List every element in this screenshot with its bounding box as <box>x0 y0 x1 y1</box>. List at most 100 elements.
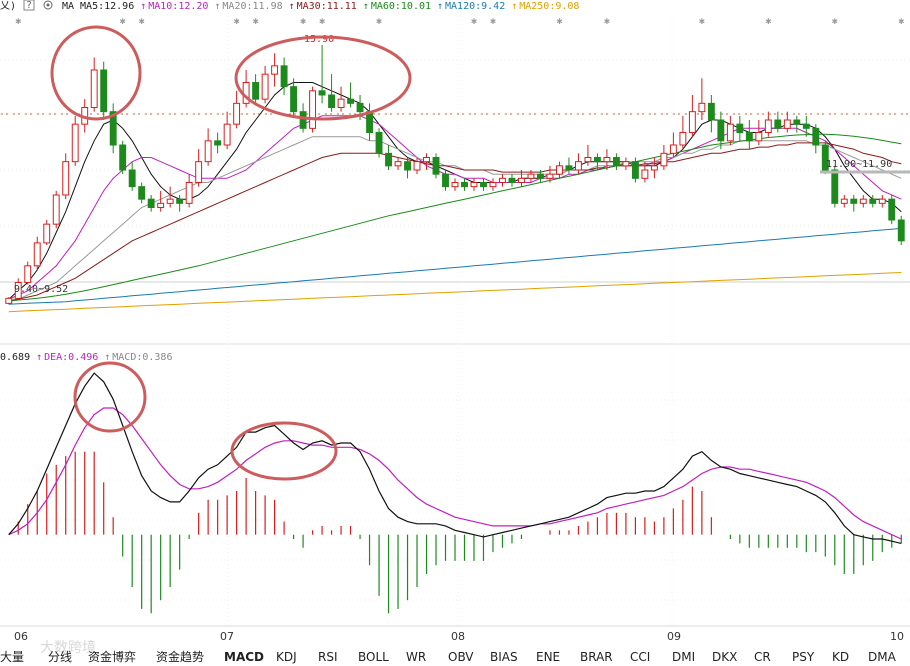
candle[interactable] <box>204 128 212 166</box>
tab-brar[interactable]: BRAR <box>580 650 613 664</box>
candle[interactable] <box>214 132 222 154</box>
candle[interactable] <box>565 157 573 175</box>
candle[interactable] <box>195 149 203 187</box>
candle[interactable] <box>489 178 497 191</box>
candle[interactable] <box>309 86 317 133</box>
candle[interactable] <box>764 111 772 137</box>
candle[interactable] <box>252 74 260 104</box>
candle[interactable] <box>176 195 184 212</box>
candle[interactable] <box>612 153 620 170</box>
candle[interactable] <box>546 165 554 183</box>
candle[interactable] <box>812 124 820 154</box>
candle[interactable] <box>24 261 32 285</box>
gear-icon[interactable] <box>43 0 53 10</box>
candle[interactable] <box>100 61 108 120</box>
candle[interactable] <box>166 186 174 208</box>
event-marker-icon[interactable]: ✱ <box>832 16 838 27</box>
candle[interactable] <box>555 161 563 179</box>
candle[interactable] <box>707 95 715 133</box>
tab-dmi[interactable]: DMI <box>672 650 695 664</box>
candle[interactable] <box>347 82 355 108</box>
candle[interactable] <box>43 220 51 245</box>
candle[interactable] <box>90 57 98 112</box>
candle[interactable] <box>423 153 430 170</box>
tab-资金趋势[interactable]: 资金趋势 <box>156 649 204 664</box>
candle[interactable] <box>233 90 241 129</box>
event-marker-icon[interactable]: ✱ <box>556 16 562 27</box>
candle[interactable] <box>147 195 155 212</box>
candle[interactable] <box>461 178 468 191</box>
candle[interactable] <box>128 161 136 191</box>
event-marker-icon[interactable]: ✱ <box>699 16 705 27</box>
candle[interactable] <box>660 145 668 170</box>
event-marker-icon[interactable]: ✱ <box>120 16 126 27</box>
tab-cr[interactable]: CR <box>754 650 771 664</box>
candle[interactable] <box>755 120 763 145</box>
event-marker-icon[interactable]: ✱ <box>471 16 477 27</box>
candle[interactable] <box>688 95 696 137</box>
candle[interactable] <box>385 145 392 170</box>
candle[interactable] <box>878 195 886 208</box>
candle[interactable] <box>480 178 487 191</box>
candle[interactable] <box>593 153 601 170</box>
candle[interactable] <box>850 195 858 212</box>
candle[interactable] <box>669 132 677 158</box>
candle[interactable] <box>5 297 13 305</box>
candle[interactable] <box>783 111 791 133</box>
candle[interactable] <box>679 115 687 150</box>
candle[interactable] <box>793 115 801 133</box>
candle[interactable] <box>290 78 298 116</box>
candle[interactable] <box>442 170 449 191</box>
tab-dkx[interactable]: DKX <box>712 650 737 664</box>
candle[interactable] <box>869 195 877 208</box>
tab-大量[interactable]: 大量 <box>0 650 24 664</box>
tab-ene[interactable]: ENE <box>536 650 560 664</box>
candle[interactable] <box>840 195 848 208</box>
event-marker-icon[interactable]: ✱ <box>15 16 21 27</box>
tab-macd[interactable]: MACD <box>224 650 264 664</box>
candle[interactable] <box>52 190 60 229</box>
help-icon[interactable] <box>23 0 35 11</box>
candle[interactable] <box>603 149 611 170</box>
candle[interactable] <box>821 140 829 175</box>
candle[interactable] <box>33 236 41 270</box>
candle[interactable] <box>631 157 639 183</box>
candle[interactable] <box>280 57 288 96</box>
candle[interactable] <box>726 115 734 145</box>
candle[interactable] <box>404 157 411 179</box>
candle[interactable] <box>451 178 459 191</box>
event-marker-icon[interactable]: ✱ <box>319 16 325 27</box>
candle[interactable] <box>138 182 146 204</box>
candle[interactable] <box>897 215 905 245</box>
candle[interactable] <box>328 74 336 112</box>
candle[interactable] <box>499 174 506 187</box>
candle[interactable] <box>185 174 193 208</box>
candle[interactable] <box>271 53 279 87</box>
candle[interactable] <box>717 111 725 150</box>
candle[interactable] <box>375 128 383 158</box>
candle[interactable] <box>641 161 649 183</box>
event-marker-icon[interactable]: ✱ <box>376 16 382 27</box>
candle[interactable] <box>62 153 70 200</box>
candle[interactable] <box>736 115 744 141</box>
candle[interactable] <box>223 111 231 150</box>
candle[interactable] <box>432 153 440 179</box>
event-marker-icon[interactable]: ✱ <box>604 16 610 27</box>
event-marker-icon[interactable]: ✱ <box>234 16 240 27</box>
tab-wr[interactable]: WR <box>406 650 426 664</box>
candle[interactable] <box>527 170 535 183</box>
candle[interactable] <box>109 103 117 154</box>
tab-boll[interactable]: BOLL <box>358 650 389 664</box>
event-marker-icon[interactable]: ✱ <box>490 16 496 27</box>
candle[interactable] <box>71 115 79 166</box>
candle[interactable] <box>261 65 269 104</box>
candle[interactable] <box>518 170 525 187</box>
candle[interactable] <box>537 170 544 183</box>
event-marker-icon[interactable]: ✱ <box>139 16 145 27</box>
candle[interactable] <box>622 157 630 171</box>
candle[interactable] <box>508 174 516 187</box>
candle[interactable] <box>859 195 867 208</box>
tab-cci[interactable]: CCI <box>630 650 650 664</box>
candle[interactable] <box>337 86 345 112</box>
candle[interactable] <box>413 157 421 175</box>
